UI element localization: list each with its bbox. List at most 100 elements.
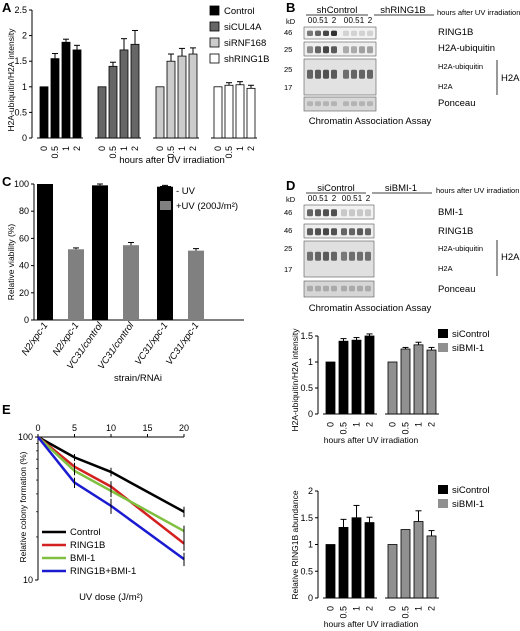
- panel-a-bars: [39, 29, 256, 139]
- panel-a-bar: [39, 86, 49, 139]
- blot-band: [331, 101, 337, 107]
- blot-band: [341, 285, 347, 292]
- panel-d2-xlabel: hours after UV irradiation: [324, 619, 419, 629]
- blot-band: [307, 209, 313, 217]
- panel-b-group-1: shControl: [317, 5, 358, 16]
- panel-d2-ytick-label: 2: [308, 486, 313, 496]
- blot-band: [351, 46, 357, 54]
- panel-e-xtick-label: 15: [142, 423, 152, 433]
- panel-a-bar: [108, 65, 118, 139]
- blot-band: [315, 228, 321, 236]
- panel-a-ylabel: H2A-ubiquitin/H2A intensity: [6, 28, 16, 132]
- blot-band: [323, 69, 329, 79]
- panel-a-bar: [119, 49, 129, 139]
- panel-a-bar: [130, 43, 140, 139]
- blot-band: [349, 228, 355, 236]
- panel-a-xtick-label: 0.5: [108, 146, 118, 159]
- panel-c-label: C: [2, 174, 12, 189]
- panel-d1-xtick-label: 0.5: [401, 422, 411, 435]
- panel-b-kd: kD: [286, 17, 296, 26]
- panel-e-lines: [37, 435, 185, 567]
- panel-d-marker-46a: 46: [284, 208, 292, 217]
- panel-c-ytick-label: 60: [19, 233, 29, 243]
- panel-d2-xtick-label: 1: [352, 606, 362, 611]
- blot-band: [315, 46, 321, 54]
- panel-a-bar: [246, 87, 256, 139]
- timepoint-label: 1: [358, 194, 363, 203]
- panel-b: B kD shControl shRING1B hours after UV i…: [284, 0, 520, 127]
- panel-a-xtick-label: 0.5: [50, 146, 60, 159]
- panel-d-band-bmi1: BMI-1: [438, 207, 463, 218]
- panel-d-hours-note: hours after UV irradiation: [436, 186, 519, 195]
- blot-band: [343, 46, 349, 54]
- blot-band: [357, 228, 363, 236]
- panel-b-marker-17: 17: [284, 83, 292, 92]
- panel-c-ytick-label: 80: [19, 206, 29, 216]
- panel-d-band-ponceau: Ponceau: [438, 284, 476, 295]
- blot-band: [359, 46, 365, 54]
- panel-e-series-line: [37, 436, 185, 561]
- legend-label-e-ring1b: RING1B: [70, 540, 105, 551]
- panel-b-band-h2aub: H2A-ubiquitin: [438, 43, 495, 54]
- blot-band: [359, 69, 365, 79]
- panel-a-bar: [224, 84, 234, 139]
- legend-swatch-control: [209, 5, 220, 16]
- panel-c: C Relative viability (%) strain/RNAi 0 20…: [2, 174, 244, 384]
- blot-strip: [303, 223, 375, 239]
- panel-e-xtick-label: 20: [179, 423, 189, 433]
- legend-label-sicontrol-2: siControl: [452, 485, 490, 496]
- panel-c-legend: - UV +UV (200J/m²): [160, 186, 238, 212]
- panel-d2-bar: [387, 544, 398, 599]
- panel-d-group-2: siBMI-1: [385, 183, 417, 194]
- blot-band: [315, 209, 321, 217]
- panel-d1-ylabel: H2A-ubiquitin/H2A intensity: [290, 328, 300, 432]
- panel-a-label: A: [2, 0, 12, 15]
- blot-band: [307, 30, 313, 36]
- blot-band: [349, 251, 355, 261]
- panel-b-band-h2a: H2A: [438, 82, 453, 91]
- legend-label-e-control: Control: [70, 527, 101, 538]
- panel-d-blots: [303, 204, 375, 298]
- blot-band: [307, 285, 313, 292]
- panel-d2-ytick-label: 0: [308, 593, 313, 603]
- blot-band: [307, 101, 313, 107]
- legend-swatch-plus-uv: [160, 201, 171, 210]
- blot-band: [357, 285, 363, 292]
- blot-band: [323, 101, 329, 107]
- panel-d-timepoints: 0 0.5 1 2 0 0.5 1 2: [308, 194, 371, 203]
- panel-b-band-h2aub-2: H2A-ubiquitin: [438, 62, 483, 71]
- panel-d-band-h2a: H2A: [438, 264, 453, 273]
- blot-band: [307, 251, 313, 261]
- blot-band: [315, 285, 321, 292]
- blot-band: [315, 69, 321, 79]
- panel-d1-xlabel: hours after UV irradiation: [324, 435, 419, 445]
- blot-band: [341, 228, 347, 236]
- panel-a-bar: [235, 84, 245, 139]
- panel-b-timepoints: 0 0.5 1 2 0 0.5 1 2: [308, 16, 373, 25]
- blot-strip: [303, 204, 375, 220]
- legend-swatch-sibmi1-2: [438, 499, 448, 508]
- timepoint-label: 0.5: [346, 194, 358, 203]
- panel-d2-xtick-label: 2: [427, 606, 437, 611]
- blot-band: [343, 30, 349, 36]
- blot-band: [351, 101, 357, 107]
- blot-band: [331, 228, 337, 236]
- panel-a-bar: [213, 86, 223, 139]
- panel-a-bar: [155, 86, 165, 139]
- panel-b-bracket-label: H2A: [501, 73, 520, 84]
- panel-a-legend: Control siCUL4A siRNF168 shRING1B: [209, 5, 269, 65]
- panel-e-label: E: [2, 402, 11, 417]
- panel-d2-bar: [413, 521, 424, 599]
- panel-d2-bar: [338, 526, 349, 599]
- panel-d2-xtick-label: 2: [365, 606, 375, 611]
- panel-d1-xtick-label: 2: [427, 422, 437, 427]
- panel-b-band-ponceau: Ponceau: [438, 98, 476, 109]
- panel-d-marker-46b: 46: [284, 226, 292, 235]
- panel-c-ylabel: Relative viability (%): [6, 224, 16, 301]
- panel-d2-bar: [400, 529, 411, 599]
- panel-d1-xtick-label: 2: [365, 422, 375, 427]
- panel-d1-bars: [325, 333, 437, 415]
- panel-d-band-ring1b: RING1B: [438, 226, 473, 237]
- timepoint-label: 0: [308, 16, 313, 25]
- panel-a-xlabel: hours after UV irradiation: [119, 155, 225, 166]
